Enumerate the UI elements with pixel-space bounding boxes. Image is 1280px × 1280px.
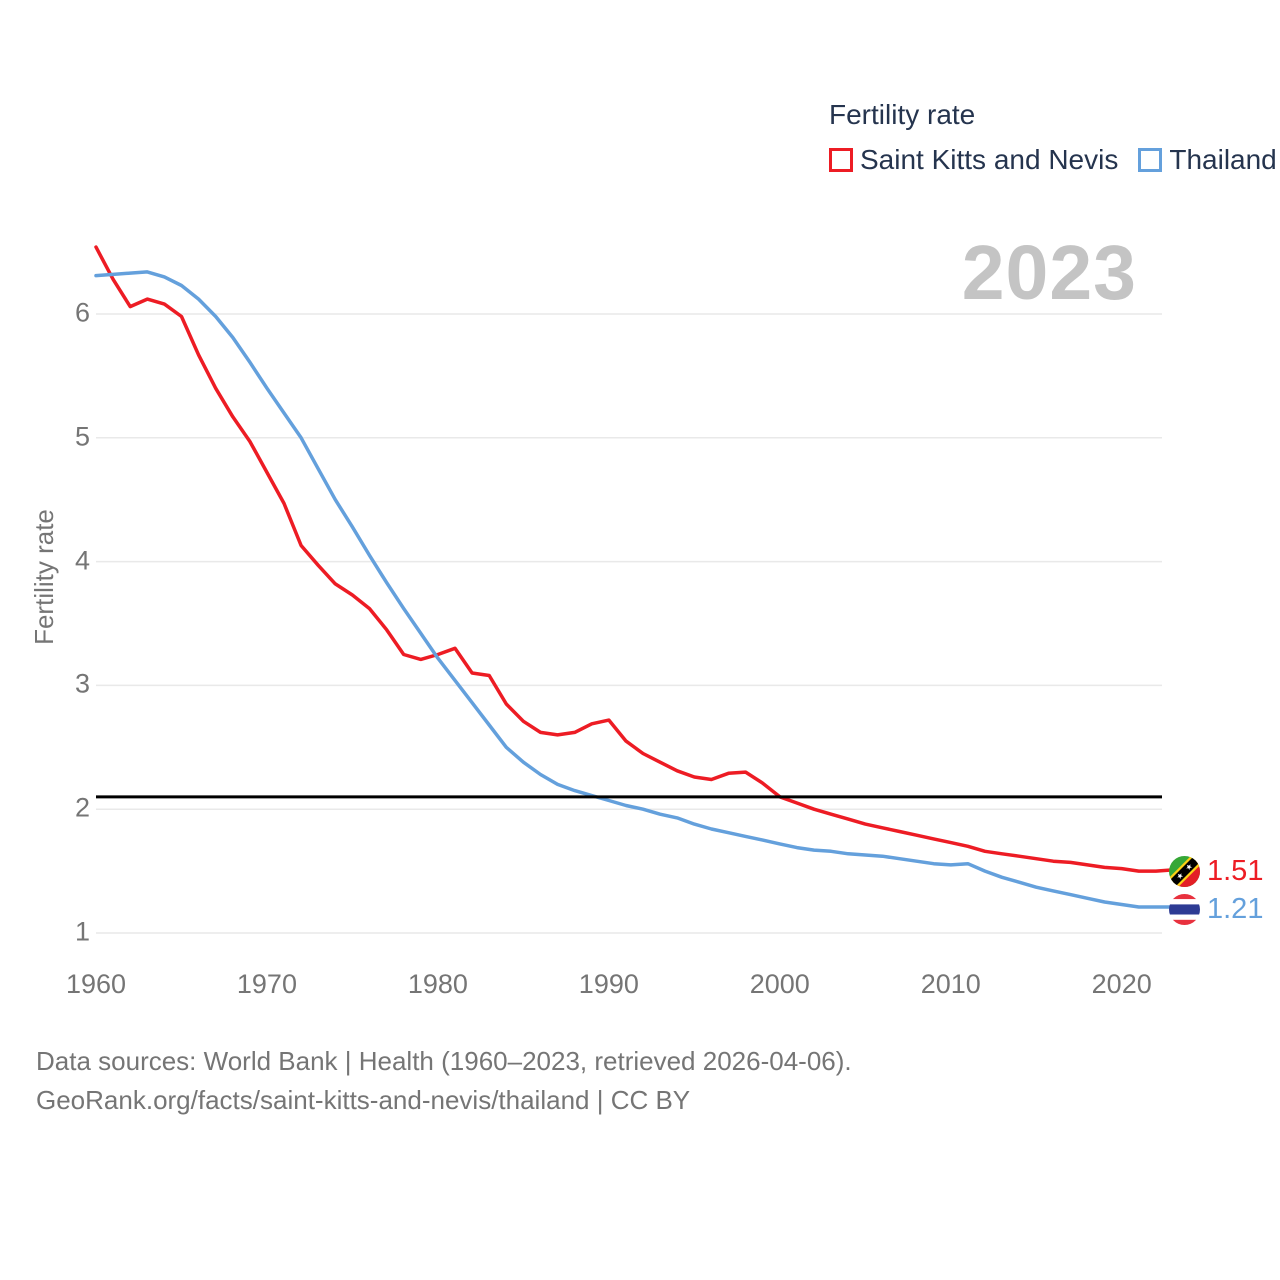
legend-item-label: Thailand (1169, 144, 1277, 175)
x-tick-label: 2010 (920, 969, 981, 999)
end-label-thailand: 1.21 (1169, 893, 1263, 925)
legend-title: Fertility rate (829, 99, 976, 130)
y-tick-label: 4 (74, 544, 90, 575)
series-line-saint-kitts-and-nevis (94, 245, 1175, 873)
y-tick-label: 6 (74, 297, 90, 328)
legend-item-label: Saint Kitts and Nevis (860, 144, 1119, 175)
legend-item-saint-kitts-and-nevis: Saint Kitts and Nevis (829, 144, 1118, 176)
y-tick-label: 1 (74, 916, 90, 947)
y-tick-label: 5 (74, 421, 90, 452)
thailand-swatch-icon (1138, 148, 1163, 172)
thailand-flag-icon (1169, 893, 1200, 925)
end-value: 1.51 (1207, 855, 1264, 888)
year-watermark: 2023 (961, 230, 1137, 316)
saint-kitts-and-nevis-swatch-icon (829, 148, 853, 172)
saint-kitts-and-nevis-flag-icon (1169, 856, 1200, 888)
legend-item-thailand: Thailand (1138, 144, 1277, 176)
footer-attribution: Data sources: World Bank | Health (1960–… (36, 1042, 852, 1120)
y-axis-title: Fertility rate (29, 509, 59, 645)
y-tick-label: 2 (74, 792, 90, 823)
x-tick-label: 1980 (407, 969, 468, 999)
end-value: 1.21 (1207, 892, 1264, 925)
y-tick-label: 3 (74, 668, 90, 699)
legend-items: Saint Kitts and Nevis Thailand (829, 144, 1277, 176)
footer-url: GeoRank.org/facts/saint-kitts-and-nevis/… (36, 1085, 691, 1115)
series-line-thailand (94, 270, 1175, 909)
legend: Fertility rate Saint Kitts and Nevis Tha… (829, 99, 1277, 176)
end-label-saint-kitts-and-nevis: 1.51 (1169, 855, 1264, 888)
x-tick-label: 1990 (578, 969, 639, 999)
x-tick-label: 1970 (236, 969, 297, 999)
x-tick-label: 2020 (1091, 969, 1152, 999)
footer-data-sources: Data sources: World Bank | Health (1960–… (36, 1046, 852, 1076)
x-tick-label: 2000 (749, 969, 810, 999)
x-tick-label: 1960 (65, 969, 127, 999)
